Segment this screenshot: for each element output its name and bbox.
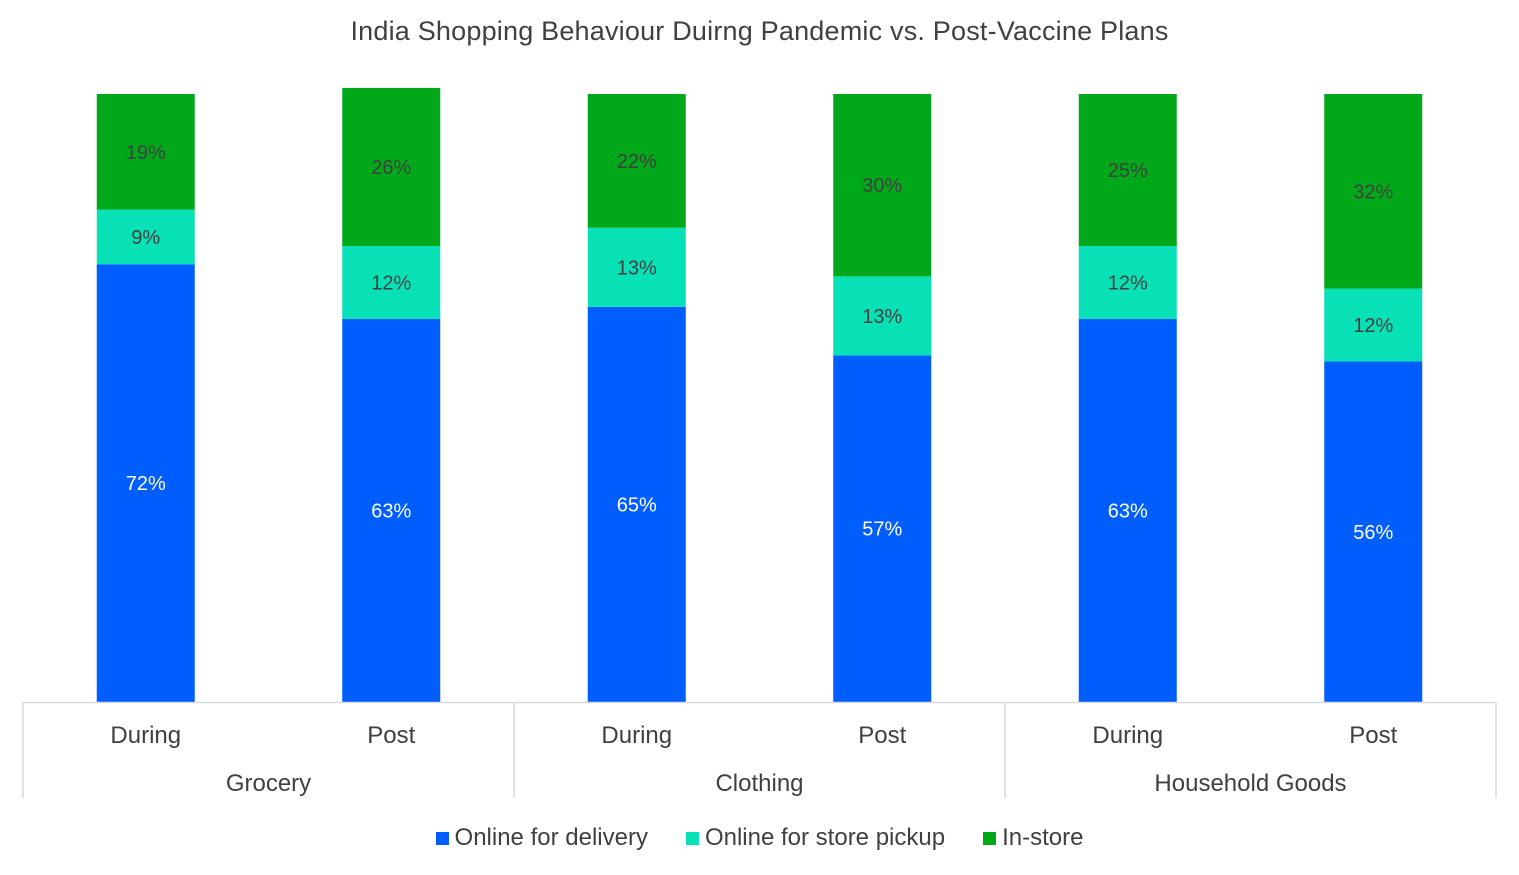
group-label-household-goods: Household Goods [1154, 770, 1346, 797]
chart-title: India Shopping Behaviour Duirng Pandemic… [350, 16, 1169, 46]
data-label-online-for-store-pickup-3: 13% [862, 306, 902, 328]
bar-online-for-delivery-5 [1324, 361, 1423, 702]
x-tick-label-2: During [601, 722, 672, 749]
bar-online-for-delivery-0 [96, 264, 195, 702]
bar-in-store-4 [1078, 94, 1177, 246]
bar-online-for-delivery-2 [587, 306, 686, 702]
legend-swatch-in-store [983, 831, 997, 845]
legend-item-in-store: In-store [983, 824, 1083, 852]
data-label-in-store-5: 32% [1353, 181, 1393, 203]
x-tick-label-5: Post [1349, 722, 1397, 749]
bar-online-for-store-pickup-5 [1324, 288, 1423, 362]
data-label-online-for-delivery-2: 65% [617, 494, 657, 516]
bar-online-for-store-pickup-1 [342, 246, 441, 319]
bar-in-store-0 [96, 94, 195, 210]
group-label-grocery: Grocery [226, 770, 311, 797]
data-label-online-for-store-pickup-5: 12% [1353, 315, 1393, 337]
bar-online-for-delivery-3 [833, 355, 932, 702]
data-label-online-for-store-pickup-1: 12% [371, 272, 411, 294]
legend: Online for delivery Online for store pic… [0, 824, 1519, 852]
data-label-online-for-delivery-0: 72% [126, 473, 166, 495]
data-label-online-for-delivery-3: 57% [862, 519, 902, 541]
x-tick-label-0: During [110, 722, 181, 749]
data-label-in-store-4: 25% [1108, 160, 1148, 182]
data-label-online-for-delivery-1: 63% [371, 500, 411, 522]
data-label-online-for-store-pickup-0: 9% [131, 227, 160, 249]
data-label-in-store-0: 19% [126, 142, 166, 164]
bar-online-for-delivery-4 [1078, 318, 1177, 702]
data-label-online-for-delivery-4: 63% [1108, 500, 1148, 522]
legend-swatch-online-delivery [435, 831, 449, 845]
legend-label-store-pickup: Online for store pickup [704, 824, 946, 851]
legend-item-store-pickup: Online for store pickup [685, 824, 946, 852]
bar-in-store-2 [587, 94, 686, 228]
data-label-in-store-3: 30% [862, 175, 902, 197]
bar-online-for-store-pickup-3 [833, 276, 932, 356]
legend-label-online-delivery: Online for delivery [454, 824, 648, 851]
data-label-online-for-delivery-5: 56% [1353, 522, 1393, 544]
bar-online-for-store-pickup-0 [96, 209, 195, 265]
legend-label-in-store: In-store [1002, 824, 1084, 851]
group-label-clothing: Clothing [715, 770, 803, 797]
bar-online-for-store-pickup-4 [1078, 246, 1177, 319]
data-label-online-for-store-pickup-4: 12% [1108, 272, 1148, 294]
data-label-online-for-store-pickup-2: 13% [617, 257, 657, 279]
bar-online-for-delivery-1 [342, 318, 441, 702]
x-tick-label-3: Post [858, 722, 906, 749]
bar-online-for-store-pickup-2 [587, 227, 686, 307]
x-tick-label-4: During [1092, 722, 1163, 749]
legend-swatch-store-pickup [685, 831, 699, 845]
legend-item-online-delivery: Online for delivery [435, 824, 648, 852]
bar-in-store-3 [833, 94, 932, 277]
data-label-in-store-2: 22% [617, 151, 657, 173]
x-tick-label-1: Post [367, 722, 415, 749]
bar-in-store-1 [342, 87, 441, 246]
bar-in-store-5 [1324, 94, 1423, 289]
data-label-in-store-1: 26% [371, 157, 411, 179]
